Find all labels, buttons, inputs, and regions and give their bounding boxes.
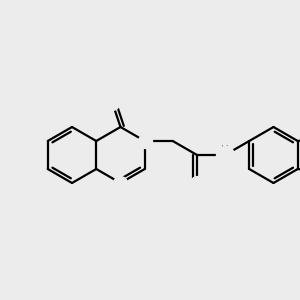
- Text: N: N: [140, 134, 149, 148]
- Text: N: N: [220, 152, 230, 164]
- Text: H: H: [221, 145, 229, 155]
- Text: N: N: [116, 176, 125, 190]
- Text: O: O: [192, 176, 202, 190]
- Text: O: O: [108, 97, 117, 110]
